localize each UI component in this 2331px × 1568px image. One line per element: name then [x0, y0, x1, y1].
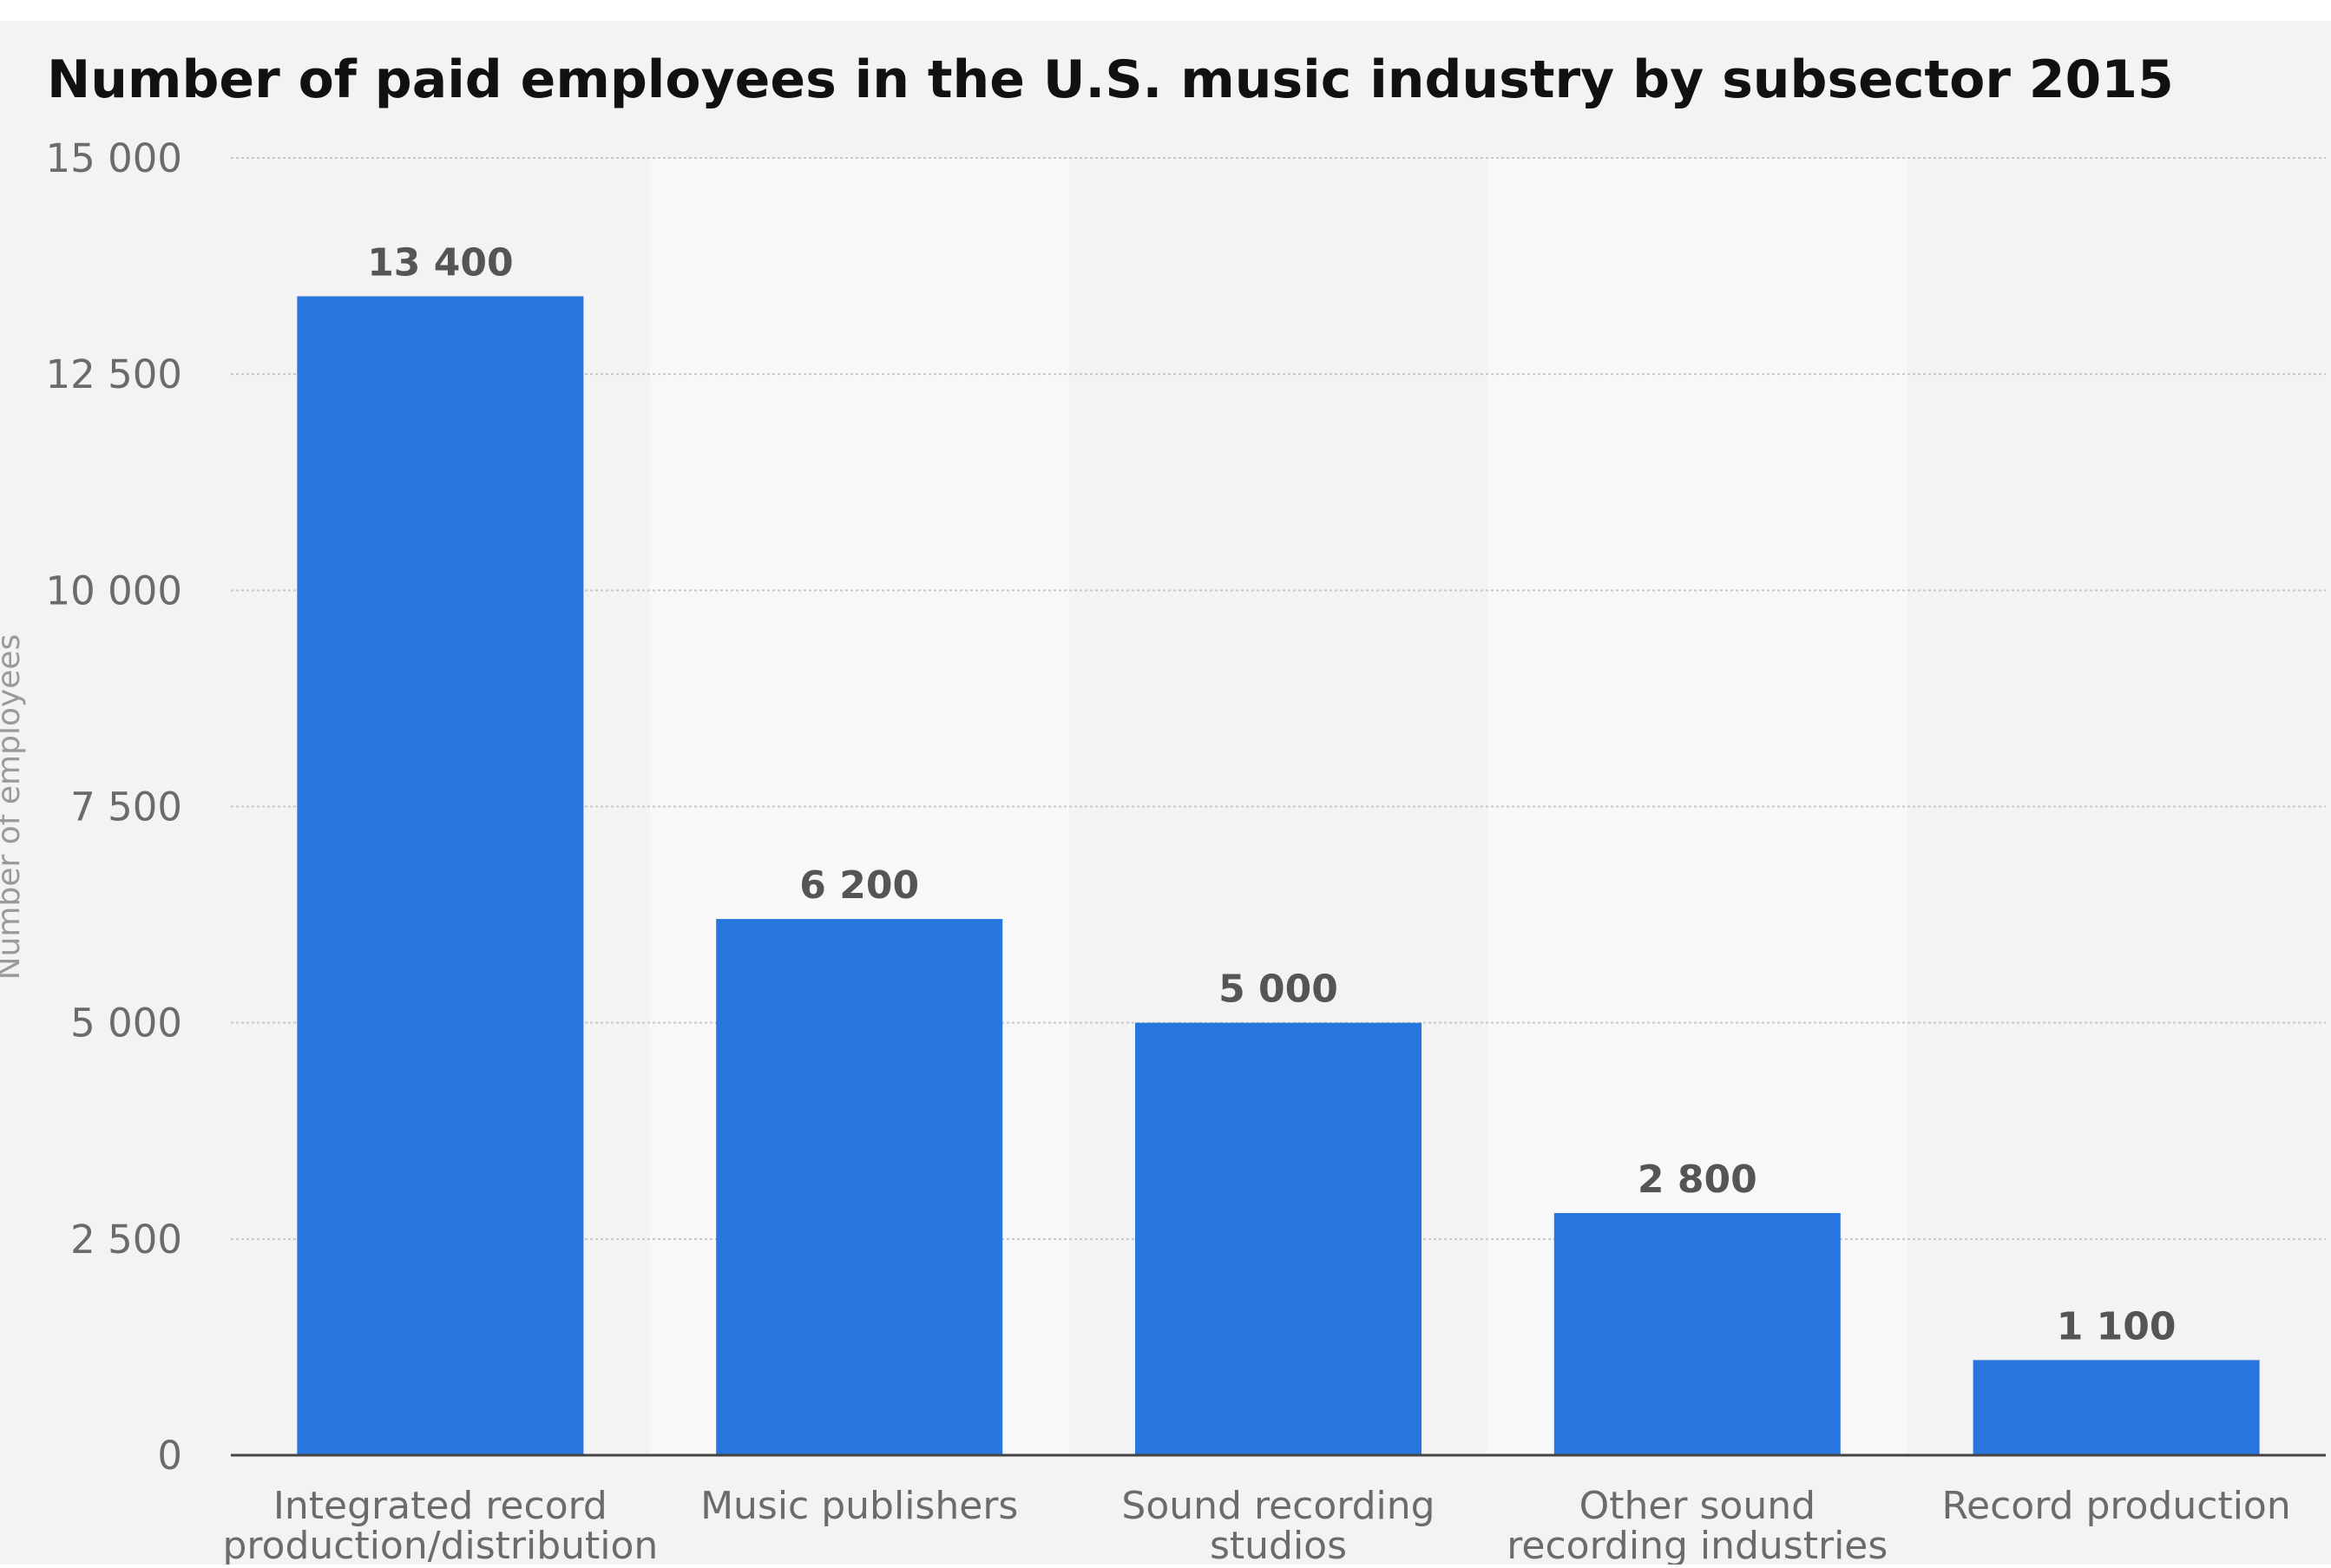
value-label: 1 100 [2057, 1304, 2177, 1348]
value-label: 6 200 [799, 863, 919, 908]
y-tick-label: 7 500 [70, 784, 182, 830]
x-tick-label: Record production [1941, 1484, 2290, 1528]
bar [1973, 1360, 2260, 1455]
x-tick-label: Sound recording studios [1121, 1484, 1435, 1565]
y-tick-label: 2 500 [70, 1217, 182, 1263]
bar [1553, 1212, 1841, 1455]
x-axis-labels: Integrated record production/distribution… [222, 1484, 2290, 1568]
value-label: 5 000 [1218, 968, 1338, 1012]
y-tick-label: 0 [157, 1433, 182, 1479]
value-labels: 13 400 6 200 5 000 2 800 1 100 [367, 240, 2176, 1348]
x-tick-label: Other sound recording industries [1507, 1484, 1888, 1565]
y-tick-label: 5 000 [70, 1001, 182, 1046]
chart-title: Number of paid employees in the U.S. mus… [47, 49, 2174, 110]
y-axis-label: Number of employees [0, 634, 27, 981]
bar [1135, 1022, 1422, 1455]
x-tick-label: Integrated record production/distribution [222, 1484, 658, 1565]
value-label: 2 800 [1638, 1158, 1757, 1202]
y-tick-label: 10 000 [46, 567, 182, 613]
bar [716, 919, 1003, 1455]
bars [297, 296, 2260, 1455]
y-tick-label: 12 500 [46, 351, 182, 397]
y-tick-label: 15 000 [46, 135, 182, 181]
y-axis-ticks: 0 2 500 5 000 7 500 10 000 12 500 15 000 [46, 135, 182, 1479]
x-tick-label: Music publishers [700, 1484, 1018, 1528]
value-label: 13 400 [367, 240, 513, 285]
bar [297, 296, 584, 1455]
